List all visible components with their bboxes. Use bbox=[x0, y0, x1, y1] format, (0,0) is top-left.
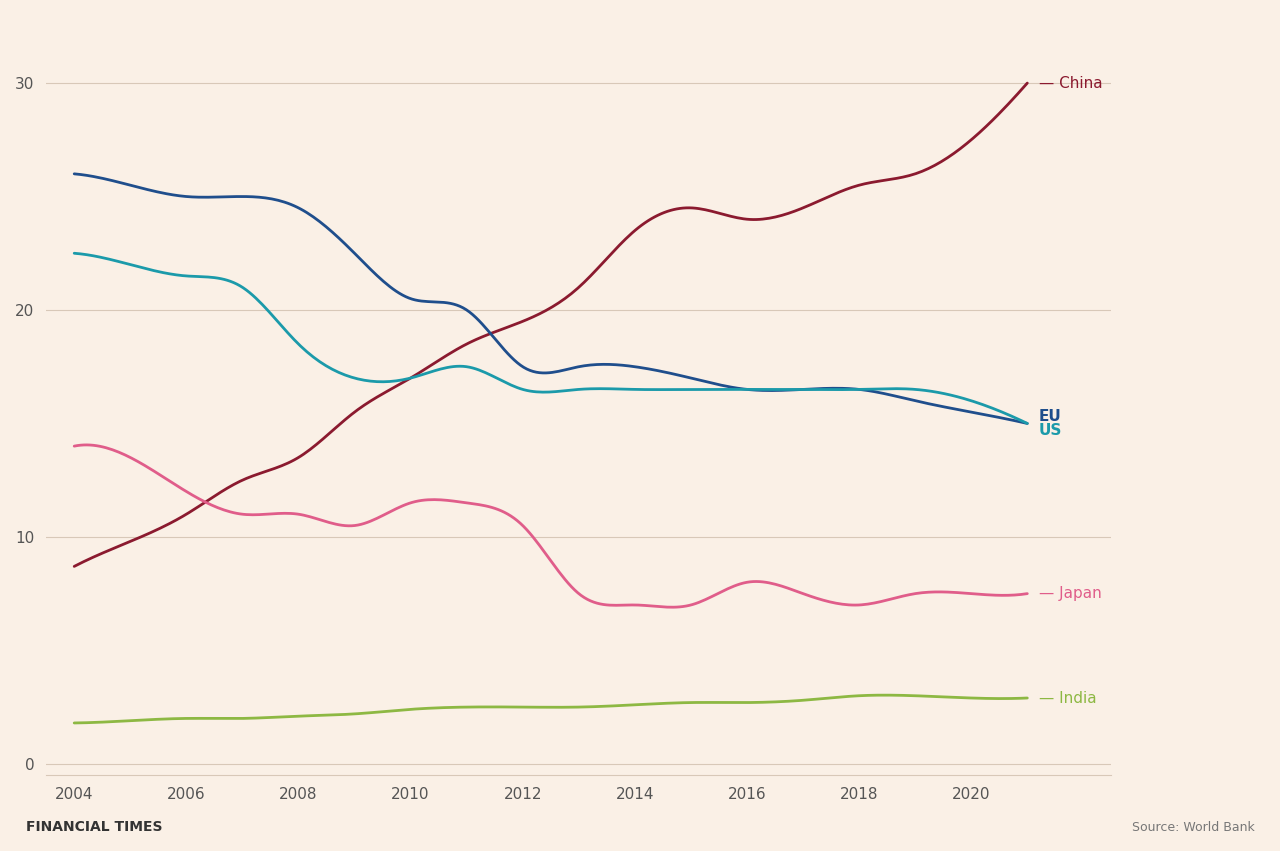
Text: — India: — India bbox=[1038, 690, 1096, 705]
Text: FINANCIAL TIMES: FINANCIAL TIMES bbox=[26, 820, 163, 834]
Text: EU: EU bbox=[1038, 409, 1061, 424]
Text: — China: — China bbox=[1038, 76, 1102, 90]
Text: US: US bbox=[1038, 423, 1062, 437]
Text: Source: World Bank: Source: World Bank bbox=[1132, 821, 1254, 834]
Text: — Japan: — Japan bbox=[1038, 586, 1101, 601]
